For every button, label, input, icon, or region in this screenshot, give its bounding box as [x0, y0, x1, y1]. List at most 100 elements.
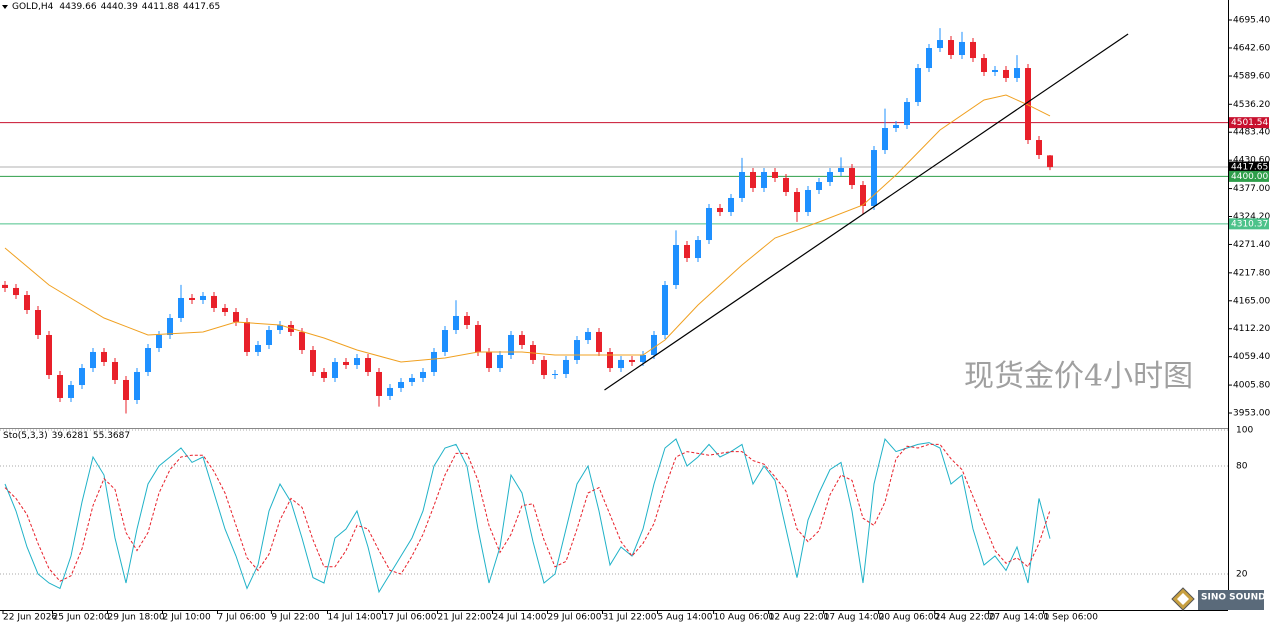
candle-body — [915, 68, 921, 103]
candle-body — [981, 58, 987, 72]
candle-body — [552, 374, 558, 376]
x-tick-label: 5 Aug 14:00 — [658, 613, 713, 623]
candle-body — [233, 312, 239, 323]
candle-body — [728, 197, 734, 213]
candle-body — [838, 168, 844, 172]
candle-body — [24, 295, 30, 311]
high: 4440.39 — [101, 2, 138, 12]
x-tick-label: 29 Jul 06:00 — [548, 613, 602, 623]
candle-body — [13, 287, 19, 296]
y-tick-label: 4217.80 — [1233, 268, 1270, 278]
x-tick-label: 10 Aug 06:00 — [714, 613, 775, 623]
x-tick-label: 14 Jul 14:00 — [328, 613, 382, 623]
x-tick-label: 1 Sep 06:00 — [1044, 613, 1099, 623]
candle-body — [629, 359, 635, 362]
candle-body — [959, 41, 965, 56]
stochastic-line — [4, 437, 1051, 594]
symbol: GOLD,H4 — [12, 2, 54, 12]
candle-body — [497, 354, 503, 369]
candle-body — [90, 351, 96, 369]
y-tick-label: 3953.00 — [1233, 409, 1270, 419]
candle-body — [343, 361, 349, 366]
candle-body — [123, 379, 129, 400]
candle-body — [618, 359, 624, 369]
candle-body — [596, 331, 602, 352]
x-tick-label: 24 Jul 14:00 — [493, 613, 547, 623]
logo-text: SINO SOUND — [1201, 593, 1266, 603]
y-tick-label: 4059.40 — [1233, 352, 1270, 362]
level-label-bg — [1229, 170, 1269, 182]
candle-body — [508, 334, 514, 355]
candle-body — [794, 192, 800, 213]
candle-body — [871, 150, 877, 206]
d-value: 55.3687 — [93, 431, 130, 441]
candle-body — [816, 181, 822, 190]
candle-body — [420, 371, 426, 378]
candle-body — [739, 171, 745, 198]
x-tick-label: 17 Aug 14:00 — [824, 613, 885, 623]
logo-icon-inner — [1177, 593, 1189, 605]
candle-body — [607, 351, 613, 369]
candle-body — [332, 361, 338, 378]
candle-body — [222, 307, 228, 313]
candle-body — [860, 185, 866, 206]
candle-body — [640, 354, 646, 362]
candle-body — [486, 351, 492, 369]
y-tick-label: 4589.60 — [1233, 72, 1270, 82]
candle-body — [970, 41, 976, 59]
candle-body — [134, 371, 140, 400]
candle-body — [519, 334, 525, 345]
candle-body — [1025, 68, 1031, 141]
candle-body — [244, 322, 250, 352]
open: 4439.66 — [59, 2, 96, 12]
y-tick-label: 4271.40 — [1233, 240, 1270, 250]
y-tick-label: 4377.00 — [1233, 184, 1270, 194]
candle-body — [706, 207, 712, 241]
y-tick-label: 4483.40 — [1233, 128, 1270, 138]
candle-body — [563, 359, 569, 375]
candle-body — [805, 189, 811, 213]
candle-body — [684, 244, 690, 259]
y-tick-label: 20 — [1236, 570, 1248, 580]
x-tick-label: 9 Jul 22:00 — [271, 613, 320, 623]
indicator-title: Sto(5,3,3) — [3, 431, 48, 441]
moving-average — [4, 94, 1051, 363]
x-tick-label: 17 Jul 06:00 — [383, 613, 437, 623]
candle-body — [211, 295, 217, 308]
candle-body — [651, 334, 657, 355]
candle-body — [772, 171, 778, 178]
candle-body — [409, 377, 415, 382]
candle-body — [35, 310, 41, 335]
x-tick-label: 21 Jul 22:00 — [438, 613, 492, 623]
candle-body — [948, 40, 954, 56]
level-label-bg — [1229, 161, 1269, 173]
candle-body — [101, 351, 107, 362]
candle-body — [387, 387, 393, 396]
candle-body — [79, 368, 85, 386]
candle-body — [717, 207, 723, 213]
candle-body — [354, 358, 360, 366]
candle-body — [299, 331, 305, 351]
level-label: 4501.54 — [1231, 118, 1268, 128]
candle-body — [156, 334, 162, 349]
candle-body — [530, 344, 536, 360]
candle-body — [189, 297, 195, 300]
candle-body — [442, 330, 448, 352]
candle-body — [827, 171, 833, 182]
candle-body — [882, 128, 888, 151]
candle-body — [464, 315, 470, 325]
x-tick-label: 25 Jun 02:00 — [53, 613, 110, 623]
candle-body — [167, 317, 173, 335]
candle-body — [68, 385, 74, 398]
candle-body — [266, 330, 272, 345]
candle-body — [926, 48, 932, 69]
trend-line — [604, 33, 1129, 391]
candle-body — [310, 350, 316, 372]
menu-arrow — [2, 5, 8, 9]
candle-body — [398, 381, 404, 388]
y-tick-label: 4005.80 — [1233, 381, 1270, 391]
x-tick-label: 27 Aug 14:00 — [989, 613, 1050, 623]
candle-body — [893, 124, 899, 129]
candle-body — [200, 295, 206, 300]
